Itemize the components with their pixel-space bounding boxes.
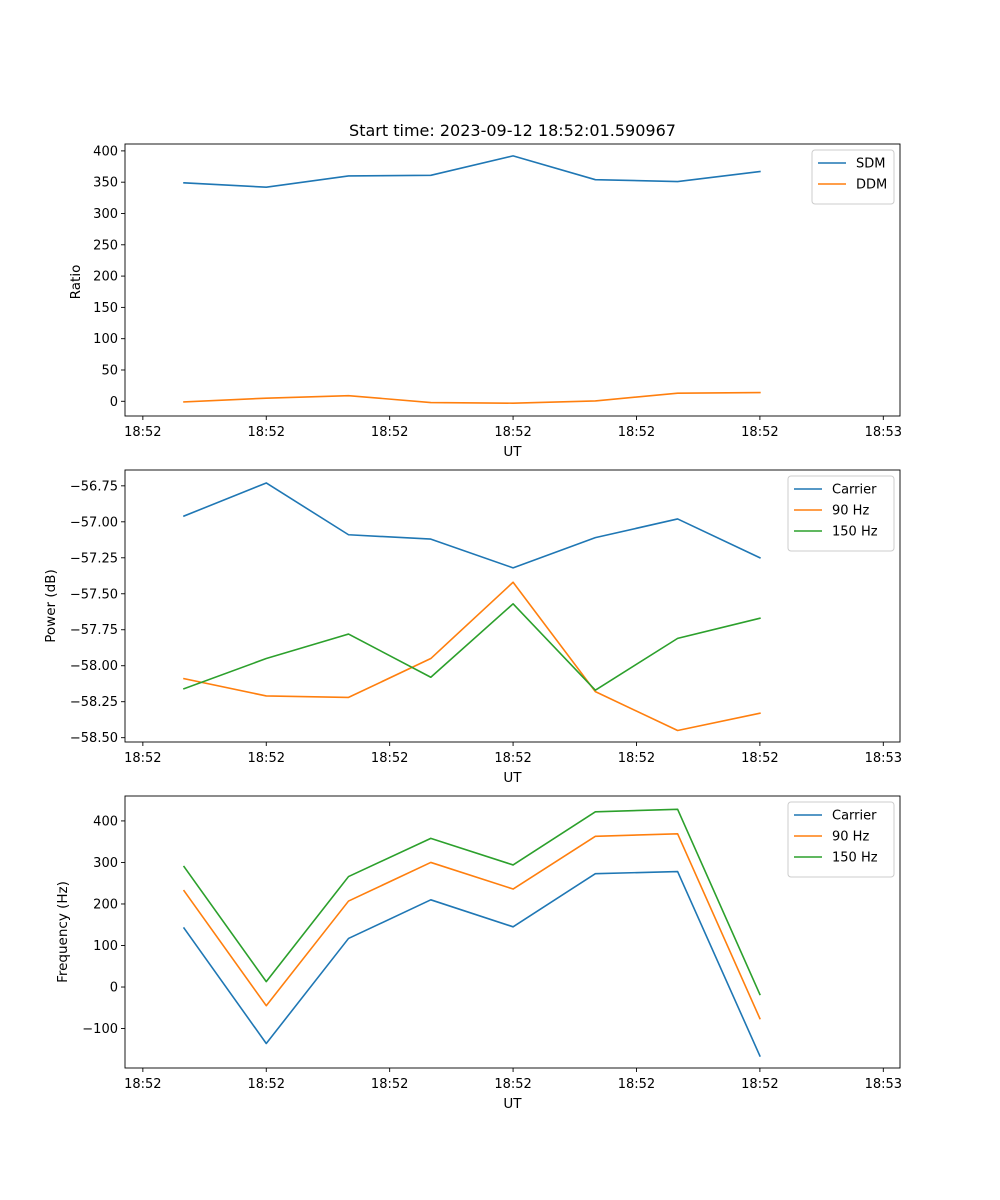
ytick-label-ratio-8: 400 <box>93 144 118 159</box>
ytick-label-power-3: −57.50 <box>70 587 118 602</box>
axes-frame-power <box>124 469 901 743</box>
axes-ratio: 18:52 18:52 18:52 18:52 18:52 18:52 18:53 0 50 10… <box>93 143 902 440</box>
ylabel-power: Power (dB) <box>43 569 59 642</box>
axes-frame-frequency <box>124 795 901 1069</box>
xtick-label-frequency-0: 18:52 <box>124 1077 161 1092</box>
xtick-label-ratio-0: 18:52 <box>124 425 161 440</box>
ytick-label-power-6: −58.25 <box>70 695 118 710</box>
ylabel-ratio: Ratio <box>68 265 84 300</box>
subplot-power: Power (dB) UT <box>43 569 522 786</box>
legend-label-frequency-0: Carrier <box>832 809 877 824</box>
series-line-ratio-0 <box>183 155 761 188</box>
ytick-label-ratio-3: 150 <box>93 301 118 316</box>
series-line-frequency-1 <box>182 832 761 1020</box>
legend-label-power-0: Carrier <box>832 483 877 498</box>
legend-frequency: Carrier 90 Hz 150 Hz <box>787 801 895 878</box>
xtick-label-power-6: 18:53 <box>865 751 902 766</box>
legend-power: Carrier 90 Hz 150 Hz <box>787 475 895 552</box>
chart-title: Start time: 2023-09-12 18:52:01.590967 <box>349 121 676 140</box>
series-line-frequency-2 <box>182 808 761 996</box>
xtick-label-ratio-6: 18:53 <box>865 425 902 440</box>
xtick-label-ratio-5: 18:52 <box>741 425 778 440</box>
xtick-label-power-1: 18:52 <box>248 751 285 766</box>
series-line-power-2 <box>182 603 761 691</box>
ytick-label-ratio-0: 0 <box>110 395 118 410</box>
axes-frame-ratio <box>124 143 901 417</box>
xtick-label-power-5: 18:52 <box>741 751 778 766</box>
xtick-label-frequency-4: 18:52 <box>618 1077 655 1092</box>
xlabel-frequency: UT <box>503 1096 522 1112</box>
ytick-label-ratio-6: 300 <box>93 207 118 222</box>
ytick-label-ratio-1: 50 <box>101 363 118 378</box>
ytick-label-power-4: −57.75 <box>70 623 118 638</box>
xtick-label-frequency-3: 18:52 <box>494 1077 531 1092</box>
axes-frequency: 18:52 18:52 18:52 18:52 18:52 18:52 18:53 −100 0… <box>82 795 902 1092</box>
ytick-label-frequency-5: 400 <box>93 814 118 829</box>
ytick-label-frequency-0: −100 <box>82 1022 118 1037</box>
ytick-label-power-1: −57.00 <box>70 515 118 530</box>
legend-label-ratio-0: SDM <box>856 157 885 172</box>
xtick-label-ratio-1: 18:52 <box>248 425 285 440</box>
xtick-label-frequency-6: 18:53 <box>865 1077 902 1092</box>
ytick-label-frequency-3: 200 <box>93 897 118 912</box>
xtick-label-ratio-2: 18:52 <box>371 425 408 440</box>
subplot-ratio: Ratio UT <box>68 265 522 460</box>
xtick-label-power-2: 18:52 <box>371 751 408 766</box>
ytick-label-power-7: −58.50 <box>70 731 118 746</box>
legend-label-power-1: 90 Hz <box>832 504 869 519</box>
ytick-label-ratio-5: 250 <box>93 238 118 253</box>
series-line-frequency-0 <box>182 870 761 1058</box>
axes-power: 18:52 18:52 18:52 18:52 18:52 18:52 18:53 −56.7… <box>70 469 902 766</box>
ytick-label-power-5: −58.00 <box>70 659 118 674</box>
xtick-label-ratio-3: 18:52 <box>494 425 531 440</box>
ytick-label-ratio-7: 350 <box>93 176 118 191</box>
xtick-label-frequency-5: 18:52 <box>741 1077 778 1092</box>
xtick-label-frequency-2: 18:52 <box>371 1077 408 1092</box>
xlabel-ratio: UT <box>503 444 522 460</box>
ytick-label-ratio-4: 200 <box>93 270 118 285</box>
xtick-label-power-4: 18:52 <box>618 751 655 766</box>
legend-label-ratio-1: DDM <box>856 178 887 193</box>
series-line-power-0 <box>182 482 761 569</box>
series-line-power-1 <box>183 581 761 732</box>
ytick-label-ratio-2: 100 <box>93 332 118 347</box>
legend-box-power <box>787 475 895 552</box>
legend-ratio: SDM DDM <box>811 149 895 205</box>
series-line-ratio-1 <box>183 391 761 404</box>
xtick-label-power-0: 18:52 <box>124 751 161 766</box>
xtick-label-power-3: 18:52 <box>494 751 531 766</box>
xtick-label-ratio-4: 18:52 <box>618 425 655 440</box>
ytick-label-frequency-4: 300 <box>93 856 118 871</box>
legend-label-frequency-1: 90 Hz <box>832 830 869 845</box>
ytick-label-frequency-1: 0 <box>110 981 118 996</box>
ylabel-frequency: Frequency (Hz) <box>55 881 71 983</box>
xtick-label-frequency-1: 18:52 <box>248 1077 285 1092</box>
xlabel-power: UT <box>503 770 522 786</box>
legend-box-frequency <box>787 801 895 878</box>
subplot-frequency: Frequency (Hz) UT <box>55 881 522 1112</box>
ytick-label-frequency-2: 100 <box>93 939 118 954</box>
legend-label-frequency-2: 150 Hz <box>832 851 878 866</box>
ytick-label-power-0: −56.75 <box>70 479 118 494</box>
legend-label-power-2: 150 Hz <box>832 525 878 540</box>
ytick-label-power-2: −57.25 <box>70 551 118 566</box>
